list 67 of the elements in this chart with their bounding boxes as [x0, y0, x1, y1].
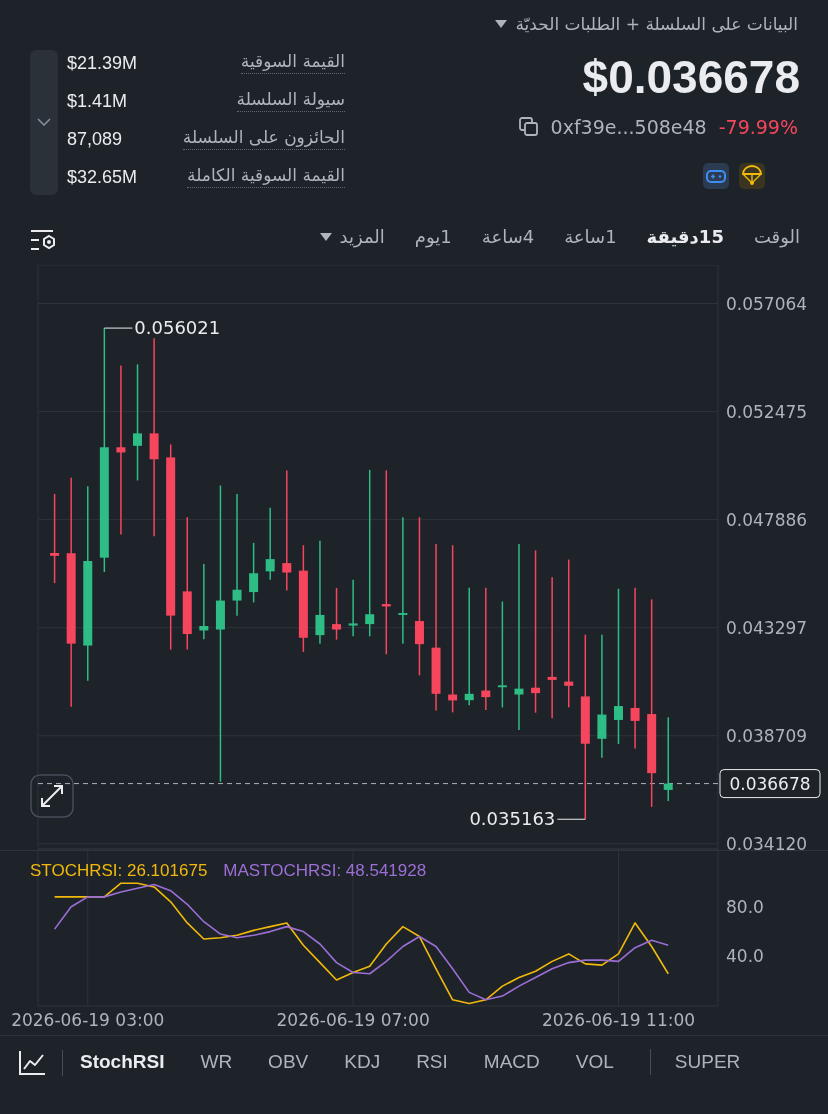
candlestick: [481, 587, 491, 711]
y-tick-label: 0.047886: [726, 509, 808, 530]
annotation: 0.056021: [134, 317, 221, 339]
text: 4ساعة: [481, 226, 535, 247]
y-tick-label: 0.038709: [726, 725, 808, 746]
text: MACD: [483, 1051, 540, 1073]
text: القيمة السوقية: [240, 51, 345, 74]
text: $32.65M: [67, 167, 138, 188]
candlestick: [464, 587, 474, 707]
text: VOL: [575, 1051, 614, 1073]
text: البيانات على السلسلة + الطلبات الحديّة: [515, 14, 798, 34]
text: القيمة السوقية الكاملة: [187, 165, 345, 188]
text: الحائزون على السلسلة: [182, 127, 345, 150]
candlestick: [315, 540, 325, 645]
candlestick: [215, 484, 225, 783]
text: StochRSI: [80, 1051, 165, 1073]
candlestick: [497, 600, 507, 709]
text: $0.036678: [582, 50, 800, 104]
text: SUPER: [674, 1051, 741, 1073]
candlestick: [50, 493, 60, 584]
candlestick: [663, 716, 673, 802]
ref-line-label: 0.036678: [729, 773, 811, 794]
candlestick: [232, 493, 242, 617]
text: $1.41M: [67, 91, 128, 112]
candlestick: [613, 588, 623, 745]
series-label: STOCHRSI: 26.101675: [30, 861, 208, 881]
candlestick: [282, 469, 292, 592]
candlestick: [531, 549, 541, 714]
y-tick-label: 40.0: [726, 946, 764, 967]
text: -79.99%: [718, 116, 798, 138]
text: WR: [200, 1051, 233, 1073]
text: OBV: [268, 1051, 309, 1073]
y-tick-label: 0.057064: [726, 293, 808, 314]
candlestick: [564, 558, 574, 708]
candlestick: [116, 364, 126, 536]
candlestick: [133, 363, 143, 482]
y-tick-label: 80.0: [726, 896, 764, 917]
candlestick: [414, 516, 424, 677]
candlestick: [514, 543, 524, 731]
text: 1يوم: [414, 226, 452, 247]
x-tick-label: 2026-06-19 11:00: [541, 1010, 696, 1031]
text: 1ساعة: [564, 226, 617, 247]
x-tick-label: 2026-06-19 03:00: [11, 1010, 165, 1031]
candlestick: [365, 469, 375, 638]
annotation: 0.035163: [469, 808, 556, 830]
text: المزيد: [339, 226, 385, 247]
candlestick: [265, 507, 275, 581]
candlestick: [398, 516, 408, 645]
text: الوقت: [753, 226, 800, 247]
candlestick: [348, 579, 358, 638]
candlestick: [630, 587, 640, 750]
text: 0xf39e...508e48: [550, 116, 707, 138]
y-tick-label: 0.043297: [726, 617, 808, 638]
text: MASTOCHRSI: 48.541928: [223, 861, 427, 881]
text: RSI: [416, 1051, 448, 1073]
y-tick-label: 0.052475: [726, 401, 808, 422]
candlestick: [249, 542, 259, 604]
text: KDJ: [344, 1051, 381, 1073]
text: 87,089: [67, 129, 123, 150]
candlestick: [332, 587, 342, 641]
candlestick: [199, 563, 209, 640]
x-tick-label: 2026-06-19 07:00: [276, 1010, 430, 1031]
text: $21.39M: [67, 53, 138, 74]
text: سيولة السلسلة: [236, 89, 345, 112]
y-tick-label: 0.034120: [726, 833, 808, 854]
candlestick: [547, 576, 557, 720]
text: 15دقيقة: [646, 226, 724, 247]
